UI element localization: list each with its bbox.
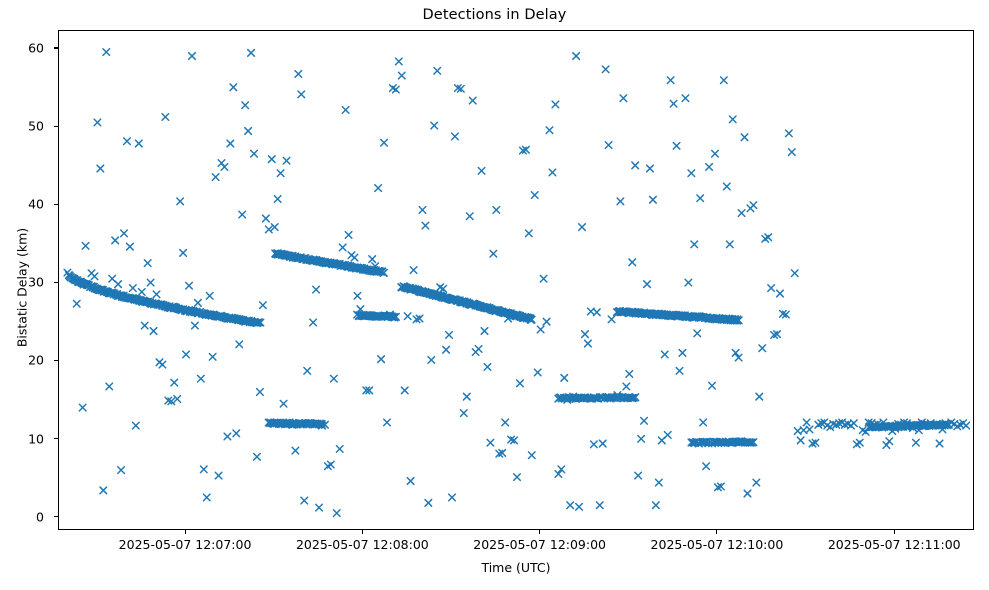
scatter-series — [63, 48, 971, 518]
x-axis-label: Time (UTC) — [481, 560, 551, 575]
y-tick-mark — [54, 281, 58, 283]
x-tick-mark — [539, 530, 541, 534]
y-tick-label: 0 — [36, 509, 44, 525]
y-tick-mark — [54, 516, 58, 518]
y-tick-label: 50 — [28, 118, 44, 134]
page-title: Detections in Delay — [422, 7, 567, 23]
y-tick-mark — [54, 359, 58, 361]
x-tick-label: 2025-05-07 12:11:00 — [827, 537, 961, 552]
x-tick-label: 2025-05-07 12:09:00 — [473, 537, 607, 552]
x-tick-label: 2025-05-07 12:10:00 — [650, 537, 784, 552]
y-tick-mark — [54, 125, 58, 127]
x-tick-label: 2025-05-07 12:08:00 — [295, 537, 429, 552]
y-tick-label: 20 — [28, 352, 44, 368]
x-tick-mark — [893, 530, 895, 534]
y-tick-label: 40 — [28, 196, 44, 212]
y-tick-mark — [54, 203, 58, 205]
y-tick-mark — [54, 47, 58, 49]
x-tick-mark — [361, 530, 363, 534]
y-tick-mark — [54, 438, 58, 440]
y-tick-label: 30 — [28, 274, 44, 290]
y-tick-label: 10 — [28, 431, 44, 447]
x-tick-label: 2025-05-07 12:07:00 — [118, 537, 252, 552]
x-tick-mark — [716, 530, 718, 534]
y-tick-label: 60 — [28, 40, 44, 56]
x-tick-mark — [184, 530, 186, 534]
plot-area[interactable] — [58, 30, 974, 530]
